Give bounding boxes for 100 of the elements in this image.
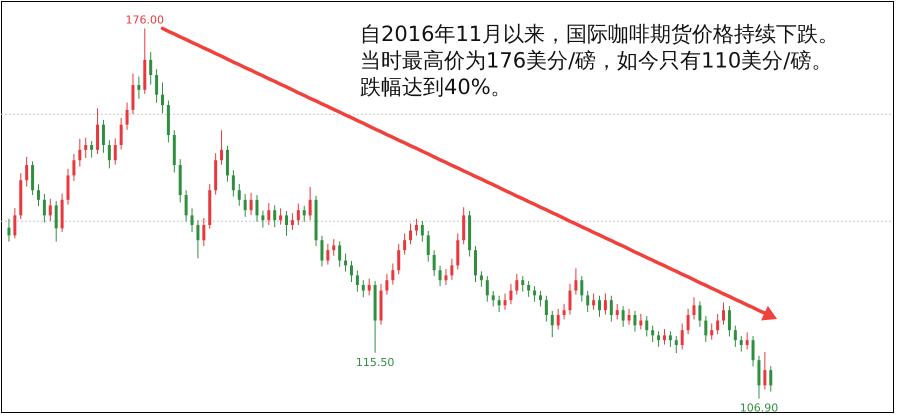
annotation: 跌幅达到40%。 xyxy=(360,75,512,99)
candlestick xyxy=(752,336,755,367)
candlestick xyxy=(533,286,536,302)
candlestick xyxy=(486,276,489,302)
candlestick xyxy=(255,194,258,222)
candlestick xyxy=(598,295,602,318)
candlestick xyxy=(36,184,40,207)
annotation: 自2016年11月以来，国际咖啡期货价格持续下跌。 xyxy=(360,22,840,46)
candlestick xyxy=(521,276,524,292)
candlestick xyxy=(184,190,188,222)
candlestick xyxy=(680,323,684,350)
candlestick xyxy=(645,316,648,337)
candlestick xyxy=(657,330,660,348)
candlestick xyxy=(72,153,76,182)
candlestick xyxy=(190,208,194,233)
candlestick xyxy=(432,250,436,277)
candlestick xyxy=(350,260,353,283)
candlestick xyxy=(391,263,394,286)
candlestick xyxy=(220,130,224,166)
candlestick xyxy=(763,352,766,390)
candlestick xyxy=(550,310,554,338)
candlestick xyxy=(586,290,590,313)
candlestick xyxy=(710,323,714,340)
candlestick xyxy=(604,293,607,316)
candlestick xyxy=(155,68,158,104)
candlestick xyxy=(450,258,454,280)
annotation: 115.50 xyxy=(356,356,394,369)
candlestick xyxy=(296,203,300,226)
candlestick xyxy=(716,313,720,335)
candlestick xyxy=(356,270,359,292)
candlestick xyxy=(362,280,365,298)
candlestick xyxy=(261,210,264,228)
candlestick xyxy=(137,76,140,100)
candlestick xyxy=(409,223,412,245)
candlestick xyxy=(48,198,52,222)
candlestick xyxy=(149,52,152,86)
candlestick xyxy=(509,283,512,305)
candlestick xyxy=(344,253,348,272)
candlestick xyxy=(232,170,235,198)
candlestick xyxy=(668,330,672,348)
candlestick xyxy=(769,366,772,392)
candlestick xyxy=(108,140,111,169)
candlestick xyxy=(102,119,105,154)
candlestick xyxy=(527,280,530,298)
candlestick xyxy=(556,308,560,330)
candlestick xyxy=(238,183,241,206)
candlestick xyxy=(54,200,58,242)
candlestick xyxy=(308,186,312,221)
candlestick xyxy=(126,102,129,130)
candlestick xyxy=(420,220,424,242)
candlestick xyxy=(114,138,117,166)
candlestick xyxy=(692,296,696,320)
candlestick xyxy=(628,308,631,326)
candlestick xyxy=(279,208,282,226)
candlestick xyxy=(734,325,737,348)
candlestick xyxy=(574,268,578,296)
candlestick xyxy=(250,192,253,216)
candlestick xyxy=(562,303,566,320)
candlestick xyxy=(326,243,330,266)
candlestick xyxy=(414,218,418,236)
candlestick xyxy=(84,137,88,158)
candlestick xyxy=(267,202,270,226)
candlestick xyxy=(385,273,388,296)
candlestick xyxy=(544,295,548,322)
candlestick xyxy=(438,265,442,287)
candlestick xyxy=(273,204,276,228)
candlestick xyxy=(580,276,584,302)
candlestick xyxy=(90,140,94,158)
candlestick xyxy=(285,210,288,236)
candlestick xyxy=(397,243,400,275)
candlestick xyxy=(338,240,342,268)
candlestick xyxy=(686,308,690,335)
candlestick xyxy=(403,233,406,256)
candlestick xyxy=(568,283,572,316)
candlestick xyxy=(78,138,82,168)
candlestick xyxy=(42,193,46,223)
candlestick xyxy=(662,328,666,346)
candlestick xyxy=(244,193,247,218)
candlestick xyxy=(633,310,636,332)
candlestick xyxy=(13,207,16,239)
candlestick xyxy=(426,230,430,262)
candlestick xyxy=(504,293,507,310)
candlestick xyxy=(498,295,501,313)
candlestick xyxy=(610,295,613,322)
candlestick xyxy=(639,313,642,330)
candlestick xyxy=(302,205,306,222)
candlestick xyxy=(368,278,371,296)
candlestick xyxy=(25,156,28,188)
annotation: 176.00 xyxy=(126,13,164,26)
candlestick xyxy=(728,306,731,337)
candlestick xyxy=(722,302,726,326)
candlestick xyxy=(120,118,123,150)
candlestick xyxy=(651,325,654,343)
candlestick xyxy=(538,290,542,307)
candlestick xyxy=(740,336,743,352)
candlestick xyxy=(196,220,200,259)
candlestick xyxy=(290,212,294,230)
candlestick xyxy=(161,82,164,114)
candlestick xyxy=(622,306,625,328)
candlestick xyxy=(444,268,448,286)
